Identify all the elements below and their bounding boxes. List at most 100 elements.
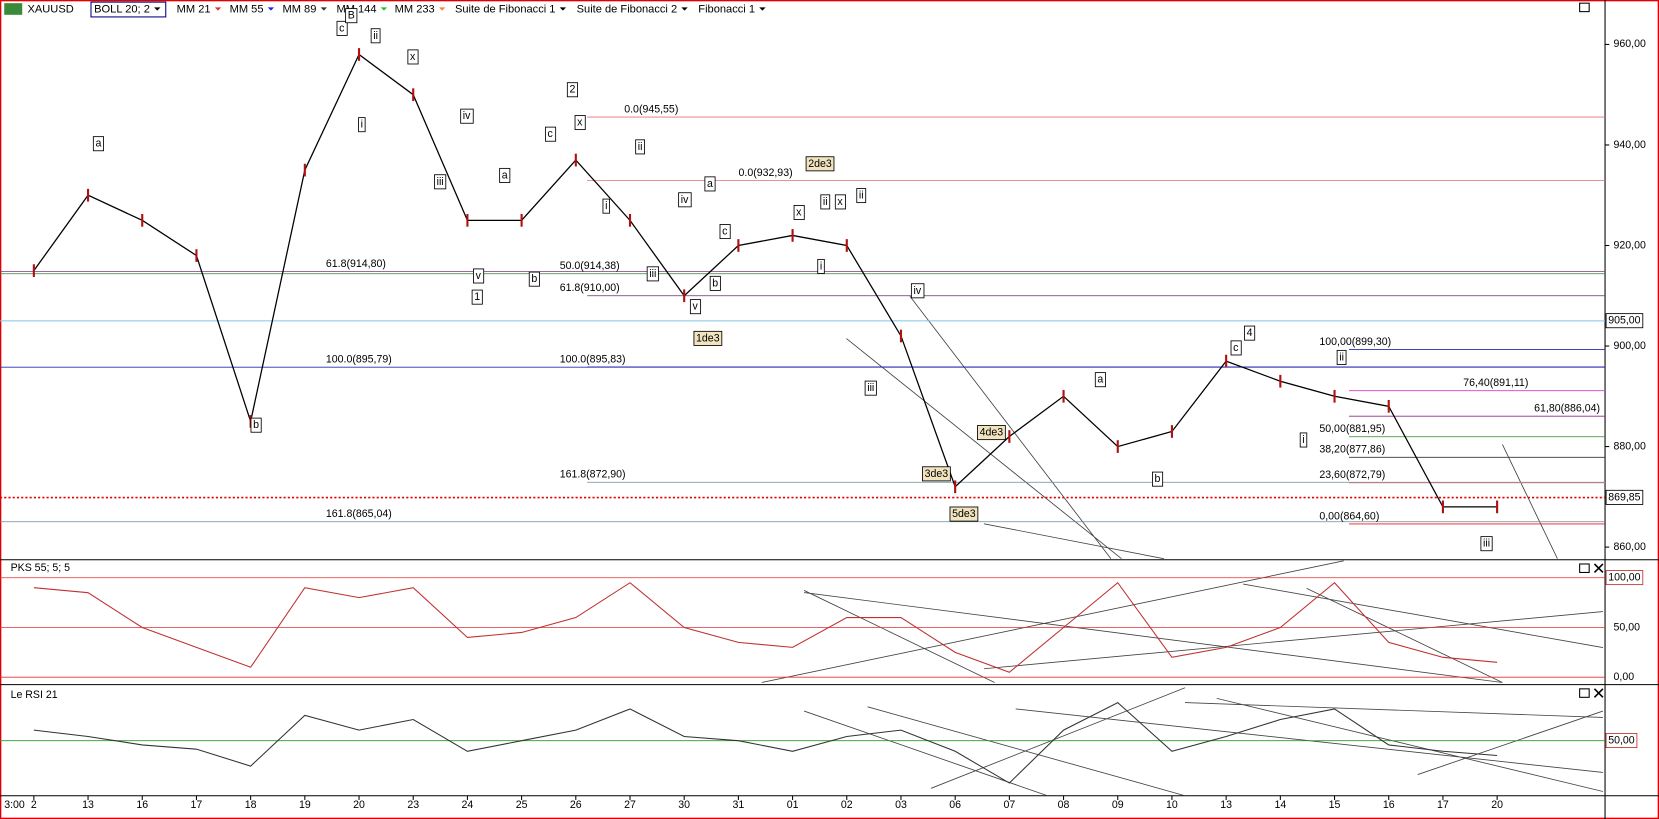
close-button[interactable] [1593,563,1604,574]
ref-label-box [1605,313,1644,329]
wave-label-box [358,117,366,133]
fib-label: 61.8(914,80) [326,258,386,270]
wave-label: 4 [1247,327,1253,339]
wave-label: ii [638,141,643,153]
toolbar-item[interactable]: BOLL 20; 2 [94,3,150,15]
wave-label-box [689,299,702,315]
close-button[interactable] [1593,688,1604,698]
wave-label: b [531,273,537,285]
x-tick-label: 02 [841,799,853,811]
toolbar-item[interactable]: Suite de Fibonacci 2 [577,3,678,15]
toolbar [2,2,1606,17]
wave-label: v [476,270,482,282]
fib-label: 50,00(881,95) [1319,423,1385,435]
wave-label-box [250,417,262,433]
wave-label-box [864,380,877,396]
y-tick-label: 900,00 [1614,340,1646,352]
wave-label: c [548,128,554,140]
wave-label: a [502,169,508,181]
wave-label: x [837,196,843,208]
wave-label: 2 [569,84,575,96]
toolbar-item[interactable]: MM 89 [282,3,316,15]
x-tick-label: 06 [949,799,961,811]
panel-title[interactable]: PKS 55; 5; 5 [11,562,71,574]
y-tick-label: 940,00 [1614,139,1646,151]
wave-label-box [460,108,474,124]
dropdown-arrow [380,7,388,11]
wave-label: i [605,200,607,212]
wave-label-box [345,8,358,24]
wave-label: ii [823,196,828,208]
x-tick-label: 13 [1220,799,1232,811]
wave-label-box [544,126,557,142]
dropdown-arrow [320,7,327,11]
wave-label-box [1152,471,1164,487]
toolbar-item[interactable]: MM 233 [395,3,435,15]
maximize-button[interactable] [1579,2,1590,13]
wave-label-box [1094,372,1106,388]
fib-label: 0.0(945,55) [624,103,678,115]
trend-lines [761,296,1604,797]
x-tick-label: 09 [1112,799,1124,811]
ref-label: 905,00 [1608,315,1640,327]
wave-label: x [796,206,802,218]
maximize-button[interactable] [1579,563,1590,573]
fib-label: 38,20(877,86) [1319,444,1385,456]
wave-label-box [910,283,925,299]
y-tick-label: 50,00 [1608,734,1635,746]
wave-label-box [92,136,104,152]
wave-label-box [820,194,831,210]
wave-label-box [817,258,825,274]
wave-label: B [348,10,355,22]
wave-label-box [566,82,578,98]
wave-label-box [805,156,835,172]
fib-label: 0.0(932,93) [739,167,793,179]
wave-label: 5de3 [952,508,976,520]
fib-label: 61,80(886,04) [1534,403,1600,415]
wave-label-box [1244,325,1256,341]
wave-label-box [1299,432,1308,448]
y-tick-label: 0,00 [1614,671,1635,683]
y-tick-label: 880,00 [1614,440,1646,452]
x-tick-label: 20 [353,799,365,811]
panel-title[interactable]: Le RSI 21 [11,689,58,701]
wave-label: c [722,226,728,238]
toolbar-item[interactable]: Fibonacci 1 [698,3,755,15]
x-tick-label: 18 [245,799,257,811]
wave-label-box [834,194,846,210]
wave-label-box [646,266,659,282]
x-tick-label: 31 [733,799,745,811]
price-line [33,53,1498,508]
maximize-button[interactable] [1579,688,1590,698]
x-tick-label: 08 [1058,799,1070,811]
fib-label: 76,40(891,11) [1463,377,1528,389]
x-tick-label: 30 [678,799,690,811]
wave-label: 1de3 [696,332,720,344]
wave-label: iii [437,176,444,188]
y-tick-label-box [1605,733,1638,748]
x-tick-label: 15 [1329,799,1341,811]
toolbar-item[interactable]: MM 55 [230,3,264,15]
wave-label-box [709,275,721,291]
toolbar-item[interactable]: MM 21 [177,3,211,15]
wave-label: iii [1483,538,1490,550]
wave-label-box [719,224,731,240]
indicator-line [33,701,1498,784]
time-axis-start: 3:00 [4,799,25,811]
dropdown-arrow [681,7,688,11]
x-tick-label: 13 [82,799,94,811]
wave-label-box [793,205,805,220]
wave-label-box [949,506,979,522]
wave-label-box [471,289,483,305]
x-tick-label: 07 [1003,799,1015,811]
wave-label-box [336,20,348,36]
wave-label: iv [463,110,471,122]
wave-label-box [693,330,723,346]
x-tick-label: 17 [1437,799,1449,811]
wave-label-box [473,268,485,284]
wave-label: iv [913,285,921,297]
toolbar-item[interactable]: Suite de Fibonacci 1 [455,3,556,15]
x-tick-label: 03 [895,799,907,811]
